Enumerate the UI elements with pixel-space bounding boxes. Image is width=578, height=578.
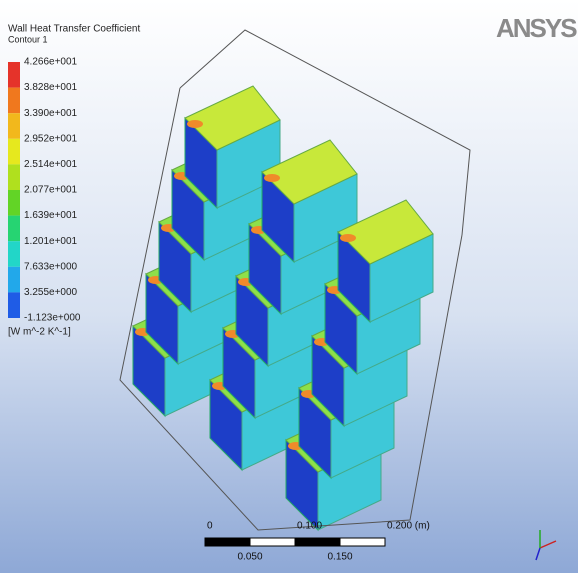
legend-label: 2.514e+001 <box>24 159 78 170</box>
scale-label: 0.150 <box>327 552 352 563</box>
legend-swatch <box>8 292 20 318</box>
legend-label: 1.639e+001 <box>24 210 78 221</box>
scale-label: 0.100 <box>297 521 322 532</box>
legend-label: 3.255e+000 <box>24 287 78 298</box>
legend-label: 2.952e+001 <box>24 133 78 144</box>
legend-swatch <box>8 62 20 88</box>
hot-spot <box>187 120 203 128</box>
legend-swatch <box>8 190 20 216</box>
scale-segment <box>295 538 340 546</box>
legend-swatch <box>8 88 20 114</box>
legend-label: 2.077e+001 <box>24 185 78 196</box>
scale-segment <box>250 538 295 546</box>
scale-segment <box>205 538 250 546</box>
legend-subtitle: Contour 1 <box>8 34 48 44</box>
hot-spot <box>264 174 280 182</box>
hot-spot <box>340 234 356 242</box>
legend-swatch <box>8 139 20 165</box>
legend-label: 4.266e+001 <box>24 57 78 68</box>
scale-label: 0.200 (m) <box>387 521 430 532</box>
legend-label: 7.633e+000 <box>24 261 78 272</box>
legend-swatch <box>8 267 20 293</box>
legend-swatch <box>8 113 20 139</box>
logo: ANSYS <box>496 13 577 43</box>
legend-swatch <box>8 164 20 190</box>
legend-label: -1.123e+000 <box>24 313 81 324</box>
legend-label: 3.828e+001 <box>24 82 78 93</box>
scale-label: 0.050 <box>237 552 262 563</box>
legend-title: Wall Heat Transfer Coefficient <box>8 24 140 35</box>
legend-label: 3.390e+001 <box>24 108 78 119</box>
legend-unit: [W m^-2 K^-1] <box>8 327 71 338</box>
legend-swatch <box>8 241 20 267</box>
legend-swatch <box>8 216 20 242</box>
scale-label: 0 <box>207 521 213 532</box>
legend-label: 1.201e+001 <box>24 236 78 247</box>
viewport: Wall Heat Transfer Coefficient Contour 1… <box>0 0 578 573</box>
scale-segment <box>340 538 385 546</box>
